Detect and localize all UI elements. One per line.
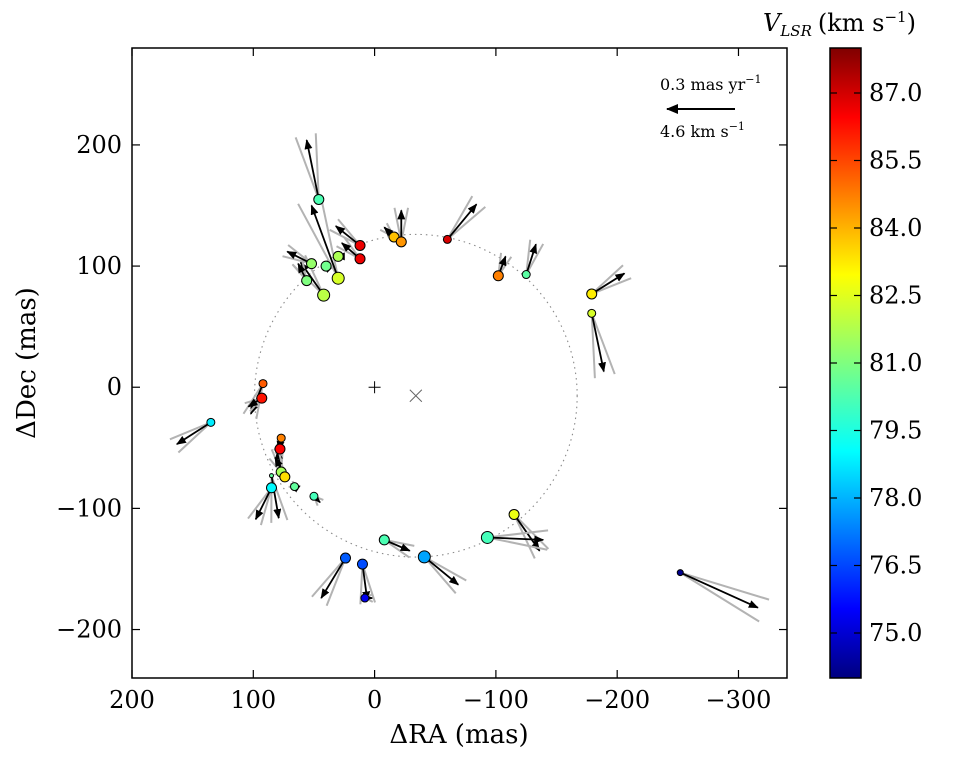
y-tick-label: 0 (107, 373, 122, 401)
axis-ticks (131, 48, 787, 678)
maser-spot (313, 193, 325, 205)
y-tick-label: −200 (56, 616, 122, 644)
x-axis-title: ΔRA (mas) (389, 720, 528, 750)
colorbar-tick-label: 81.0 (869, 349, 922, 377)
maser-spot (332, 250, 344, 262)
maser-spot (521, 270, 531, 280)
maser-spot (206, 417, 216, 427)
colorbar-ticks: 87.0 85.5 84.0 82.5 81.0 79.5 78.0 76.5 75.0 (830, 79, 922, 647)
y-tick-label: 100 (76, 252, 122, 280)
motion-vector (423, 556, 460, 586)
colorbar: 87.0 85.5 84.0 82.5 81.0 79.5 78.0 76.5 75.0 VLS… (763, 8, 922, 679)
maser-spot (378, 534, 390, 546)
motion-vector (310, 204, 340, 279)
vector-uncertainty-wedge (423, 555, 467, 594)
motion-vector (487, 535, 545, 544)
center-cross-marker (409, 389, 423, 403)
colorbar-tick-label: 84.0 (869, 214, 922, 242)
motion-vector (320, 557, 347, 599)
vector-uncertainty-wedge (294, 133, 320, 200)
colorbar-tick-label: 85.5 (869, 147, 922, 175)
motion-vector (304, 139, 320, 200)
x-tick-label: −100 (463, 686, 529, 714)
maser-spot (268, 473, 274, 479)
vector-uncertainty-wedge (487, 529, 549, 551)
y-axis-title: ΔDec (mas) (12, 287, 42, 439)
maser-spot (339, 552, 351, 564)
center-plus-marker (368, 381, 381, 394)
motion-vector (525, 243, 537, 275)
maser-spot (417, 550, 431, 564)
colorbar-tick-label: 78.0 (869, 484, 922, 512)
colorbar-title: VLSR (km s−1) (763, 8, 916, 40)
vector-uncertainty-wedge (393, 207, 410, 243)
legend-velocity-label: 4.6 km s−1 (660, 120, 745, 141)
motion-vector (446, 203, 478, 240)
plot-area (131, 47, 788, 679)
vector-uncertainty-wedge (446, 195, 486, 241)
maser-spot (442, 234, 452, 244)
motion-vector (176, 421, 212, 445)
maser-spot (676, 569, 684, 577)
center-markers (368, 381, 423, 403)
maser-spot (331, 271, 345, 285)
maser-spot (320, 260, 332, 272)
scale-legend: 0.3 mas yr−1 4.6 km s−1 (660, 73, 761, 141)
y-tick-labels: −200 −100 0 100 200 (56, 131, 122, 644)
motion-vector (591, 272, 626, 295)
maser-spot (395, 236, 407, 248)
maser-spots (206, 193, 684, 603)
maser-spot (276, 433, 286, 443)
maser-spot (309, 491, 319, 501)
maser-spot (354, 253, 366, 265)
x-tick-label: −200 (584, 686, 650, 714)
maser-spot (290, 482, 300, 492)
x-tick-label: −300 (706, 686, 772, 714)
maser-spot (587, 308, 597, 318)
y-tick-label: 200 (76, 131, 122, 159)
x-tick-label: 100 (230, 686, 276, 714)
maser-spot (354, 239, 366, 251)
maser-spot (480, 530, 494, 544)
colorbar-tick-label: 87.0 (869, 79, 922, 107)
maser-spot (256, 392, 268, 404)
colorbar-tick-label: 76.5 (869, 552, 922, 580)
vector-uncertainty-wedge (590, 312, 616, 379)
motion-vector (590, 313, 606, 373)
maser-spot (301, 275, 313, 287)
x-tick-label: 0 (367, 686, 382, 714)
maser-spot (306, 258, 318, 270)
maser-spot (317, 288, 331, 302)
colorbar-tick-label: 82.5 (869, 282, 922, 310)
legend-rate-label: 0.3 mas yr−1 (660, 73, 761, 94)
colorbar-tick-label: 79.5 (869, 417, 922, 445)
maser-spot (586, 288, 598, 300)
colorbar-tick-label: 75.0 (869, 619, 922, 647)
maser-spot (274, 443, 286, 455)
maser-spot (279, 471, 291, 483)
vector-uncertainty-wedge (679, 571, 770, 623)
maser-spot (508, 508, 520, 520)
maser-spot (258, 379, 268, 389)
motion-vector (679, 571, 759, 609)
vector-uncertainty-wedge (311, 557, 347, 607)
maser-spot (356, 558, 368, 570)
y-tick-label: −100 (56, 494, 122, 522)
x-tick-label: 200 (109, 686, 155, 714)
x-tick-labels: 200 100 0 −100 −200 −300 (109, 686, 771, 714)
motion-vector (254, 487, 273, 521)
maser-spot (265, 482, 277, 494)
maser-spot (492, 270, 504, 282)
maser-spot (360, 593, 370, 603)
